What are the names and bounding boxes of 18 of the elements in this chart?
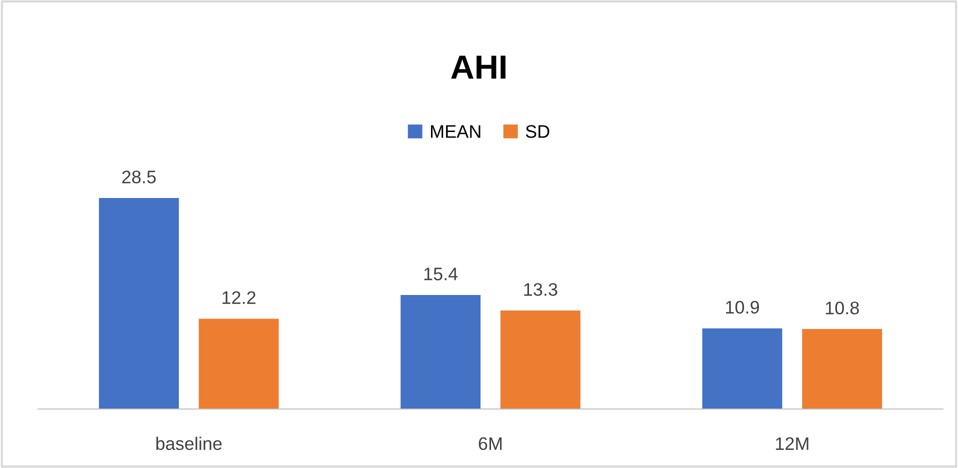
bar [198, 318, 279, 409]
data-label: 12.2 [222, 291, 256, 304]
data-label: 10.9 [726, 300, 759, 314]
x-tick-label: 6M [478, 437, 502, 450]
bar [802, 329, 882, 409]
x-tick-label: baseline [156, 436, 222, 450]
chart-title: AHI [451, 56, 506, 79]
legend-label: SD [526, 125, 550, 138]
data-label: 28.5 [122, 170, 156, 184]
data-label: 13.3 [524, 283, 558, 296]
bar [400, 295, 481, 409]
bar [500, 310, 580, 409]
x-tick-label: 12M [776, 437, 808, 450]
legend-label: MEAN [431, 125, 480, 138]
data-label: 15.4 [424, 268, 458, 280]
bar [702, 328, 782, 409]
data-label: 10.8 [826, 302, 859, 314]
bar [98, 198, 179, 409]
